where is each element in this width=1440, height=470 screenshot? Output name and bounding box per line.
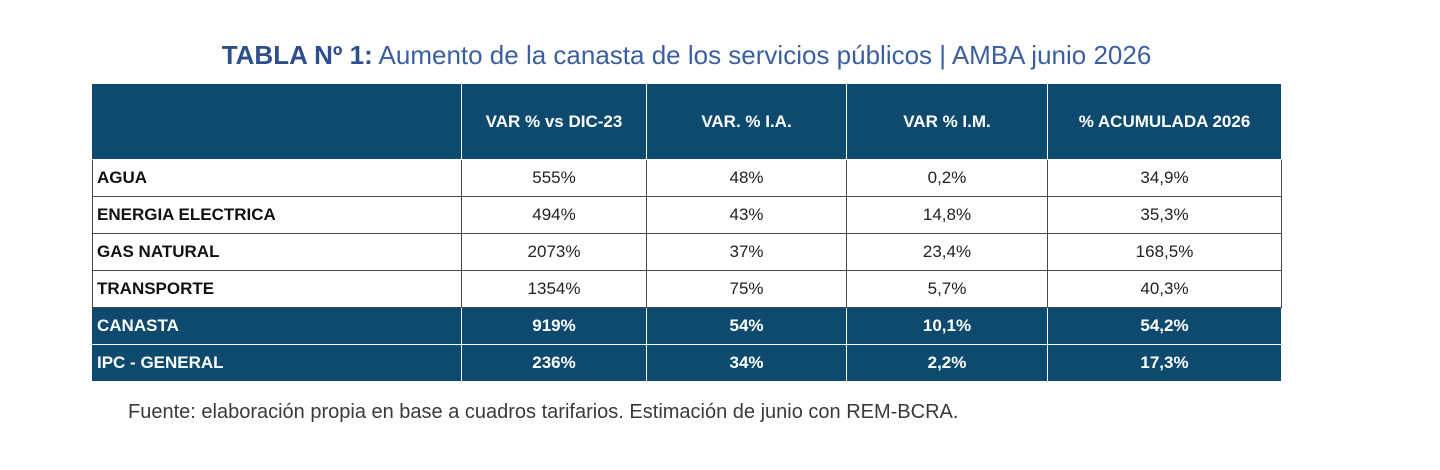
cell-var-vs-dic23: 494%	[461, 196, 647, 234]
header-acumulada-2026: % ACUMULADA 2026	[1047, 83, 1282, 160]
cell-acumulada-2026: 54,2%	[1047, 307, 1282, 345]
table-row-highlight: IPC - GENERAL 236% 34% 2,2% 17,3%	[92, 344, 1282, 382]
row-label: IPC - GENERAL	[92, 344, 462, 382]
header-var-ia: VAR. % I.A.	[646, 83, 847, 160]
header-empty-cell	[92, 83, 462, 160]
row-label: AGUA	[92, 159, 462, 197]
cell-acumulada-2026: 168,5%	[1047, 233, 1282, 271]
cell-var-vs-dic23: 236%	[461, 344, 647, 382]
cell-acumulada-2026: 17,3%	[1047, 344, 1282, 382]
cell-var-ia: 34%	[646, 344, 847, 382]
cell-var-im: 10,1%	[846, 307, 1048, 345]
table-title-prefix: TABLA Nº 1:	[221, 40, 373, 70]
cell-var-ia: 75%	[646, 270, 847, 308]
header-var-vs-dic23: VAR % vs DIC-23	[461, 83, 647, 160]
cell-acumulada-2026: 34,9%	[1047, 159, 1282, 197]
cell-acumulada-2026: 40,3%	[1047, 270, 1282, 308]
table-title: TABLA Nº 1: Aumento de la canasta de los…	[92, 38, 1281, 72]
row-label: CANASTA	[92, 307, 462, 345]
cell-var-im: 2,2%	[846, 344, 1048, 382]
table-row: AGUA 555% 48% 0,2% 34,9%	[92, 159, 1282, 197]
table-row: GAS NATURAL 2073% 37% 23,4% 168,5%	[92, 233, 1282, 271]
cell-var-ia: 54%	[646, 307, 847, 345]
row-label: TRANSPORTE	[92, 270, 462, 308]
header-var-im: VAR % I.M.	[846, 83, 1048, 160]
table-row-highlight: CANASTA 919% 54% 10,1% 54,2%	[92, 307, 1282, 345]
cell-acumulada-2026: 35,3%	[1047, 196, 1282, 234]
services-increase-table: VAR % vs DIC-23 VAR. % I.A. VAR % I.M. %…	[92, 83, 1282, 382]
cell-var-ia: 37%	[646, 233, 847, 271]
row-label: GAS NATURAL	[92, 233, 462, 271]
table-row: ENERGIA ELECTRICA 494% 43% 14,8% 35,3%	[92, 196, 1282, 234]
table-row: TRANSPORTE 1354% 75% 5,7% 40,3%	[92, 270, 1282, 308]
row-label: ENERGIA ELECTRICA	[92, 196, 462, 234]
table-title-text: Aumento de la canasta de los servicios p…	[372, 40, 1152, 70]
cell-var-vs-dic23: 2073%	[461, 233, 647, 271]
cell-var-ia: 48%	[646, 159, 847, 197]
cell-var-im: 0,2%	[846, 159, 1048, 197]
cell-var-vs-dic23: 1354%	[461, 270, 647, 308]
cell-var-im: 5,7%	[846, 270, 1048, 308]
cell-var-im: 23,4%	[846, 233, 1048, 271]
cell-var-ia: 43%	[646, 196, 847, 234]
cell-var-vs-dic23: 919%	[461, 307, 647, 345]
cell-var-vs-dic23: 555%	[461, 159, 647, 197]
table-header-row: VAR % vs DIC-23 VAR. % I.A. VAR % I.M. %…	[92, 83, 1282, 160]
source-note: Fuente: elaboración propia en base a cua…	[128, 401, 959, 423]
cell-var-im: 14,8%	[846, 196, 1048, 234]
